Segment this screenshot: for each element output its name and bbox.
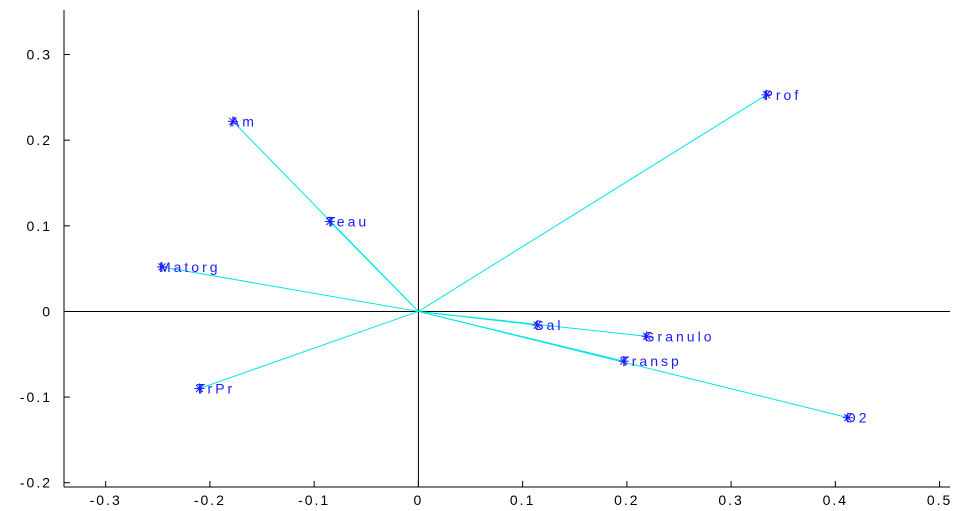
y-tick-label: 0.3 bbox=[27, 47, 52, 63]
label-teau: Teau bbox=[327, 214, 369, 230]
chart-frame bbox=[63, 10, 950, 488]
marker-stroke bbox=[843, 413, 852, 422]
x-tick-label: 0 bbox=[414, 492, 424, 508]
x-tick-label: -0.1 bbox=[298, 492, 330, 508]
label-prof: Prof bbox=[764, 87, 802, 103]
marker-granulo bbox=[641, 331, 652, 342]
marker-stroke bbox=[325, 217, 334, 226]
vector-teau bbox=[329, 221, 419, 312]
x-tick-label: -0.3 bbox=[90, 492, 122, 508]
vector-lines bbox=[161, 94, 848, 419]
point-markers bbox=[156, 89, 853, 423]
vector-o2 bbox=[418, 310, 848, 419]
y-tick-label: 0.1 bbox=[27, 218, 52, 234]
y-tick-label: 0.2 bbox=[27, 132, 52, 148]
x-tick-label: 0.4 bbox=[823, 492, 848, 508]
label-transp: Transp bbox=[621, 353, 682, 369]
marker-o2 bbox=[842, 412, 853, 423]
label-o2: O2 bbox=[845, 410, 870, 426]
point-labels: Prof Am Teau Matorg Sal Granulo Transp O2 TrPr bbox=[159, 87, 870, 426]
marker-am bbox=[227, 116, 238, 127]
y-tick-label: -0.1 bbox=[20, 389, 52, 405]
marker-stroke bbox=[229, 117, 237, 126]
origin-axes bbox=[64, 10, 950, 487]
marker-trpr bbox=[194, 383, 205, 394]
marker-matorg bbox=[156, 261, 167, 272]
label-trpr: TrPr bbox=[197, 381, 236, 397]
vector-trpr bbox=[199, 310, 419, 389]
vector-granulo bbox=[418, 310, 647, 337]
marker-transp bbox=[618, 356, 629, 367]
marker-stroke bbox=[158, 263, 166, 271]
marker-prof bbox=[761, 89, 772, 100]
label-granulo: Granulo bbox=[644, 328, 715, 344]
marker-stroke bbox=[533, 321, 542, 329]
marker-stroke bbox=[195, 384, 204, 393]
x-tick-label: 0.3 bbox=[718, 492, 743, 508]
label-matorg: Matorg bbox=[159, 259, 221, 275]
label-sal: Sal bbox=[534, 317, 563, 333]
label-am: Am bbox=[230, 113, 257, 129]
marker-stroke bbox=[619, 357, 628, 365]
marker-sal bbox=[532, 320, 543, 331]
marker-stroke bbox=[642, 332, 651, 341]
x-tick-label: 0.2 bbox=[614, 492, 639, 508]
marker-teau bbox=[324, 216, 335, 227]
x-tick-label: 0.5 bbox=[927, 492, 952, 508]
y-tick-label: 0 bbox=[42, 303, 52, 319]
x-tick-label: -0.2 bbox=[194, 492, 226, 508]
vector-matorg bbox=[161, 266, 419, 312]
y-tick-label: -0.2 bbox=[20, 475, 52, 491]
x-tick-label: 0.1 bbox=[510, 492, 535, 508]
axis-ticks: -0.3 -0.2 -0.1 0 0.1 0.2 0.3 0.4 0.5 -0.2 -0.1 0 0.1… bbox=[20, 47, 952, 508]
marker-stroke bbox=[762, 90, 771, 99]
vector-prof bbox=[418, 94, 767, 312]
